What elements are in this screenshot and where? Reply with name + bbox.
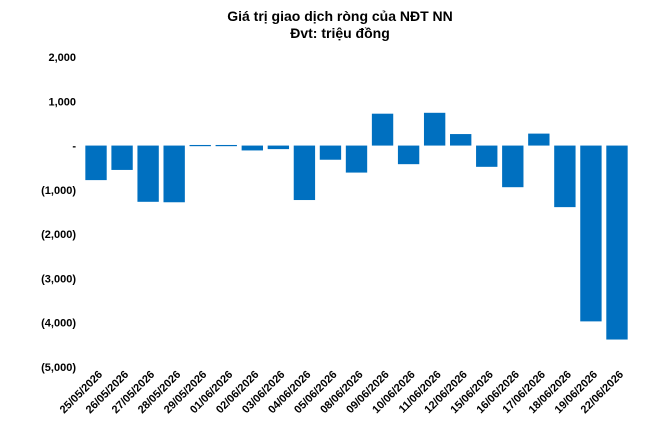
y-tick-label: 1,000 [48, 96, 76, 108]
y-tick-label: (4,000) [41, 318, 76, 330]
bar [267, 145, 290, 150]
bar [85, 145, 107, 181]
bar [319, 145, 342, 160]
bar [450, 134, 472, 146]
y-tick-label: (2,000) [41, 229, 76, 241]
bar [137, 145, 159, 202]
bar [423, 112, 446, 146]
bar [189, 144, 211, 147]
x-axis: 25/05/202626/05/202627/05/202628/05/2026… [58, 369, 626, 416]
bar [397, 145, 420, 165]
bar [554, 145, 576, 208]
bar [215, 144, 237, 147]
y-axis: 2,000 1,000 - (1,000) (2,000) (3,000) (4,000) (… [41, 52, 76, 374]
bar [241, 145, 263, 151]
y-tick-label: (3,000) [41, 273, 76, 285]
bar [293, 145, 316, 201]
bar [371, 113, 394, 146]
chart-subtitle: Đvt: triệu đồng [290, 25, 390, 41]
y-tick-label: - [72, 141, 76, 153]
y-tick-label: (5,000) [41, 362, 76, 374]
bar [606, 145, 628, 340]
bar [111, 145, 133, 170]
bar [476, 145, 498, 167]
bar [528, 133, 550, 146]
y-tick-label: 2,000 [48, 52, 76, 64]
bars [85, 112, 628, 340]
chart-title: Giá trị giao dịch ròng của NĐT NN [227, 8, 453, 24]
bar [163, 145, 185, 203]
bar [580, 145, 602, 322]
bar [345, 145, 368, 173]
y-tick-label: (1,000) [41, 185, 76, 197]
bar [502, 145, 524, 188]
